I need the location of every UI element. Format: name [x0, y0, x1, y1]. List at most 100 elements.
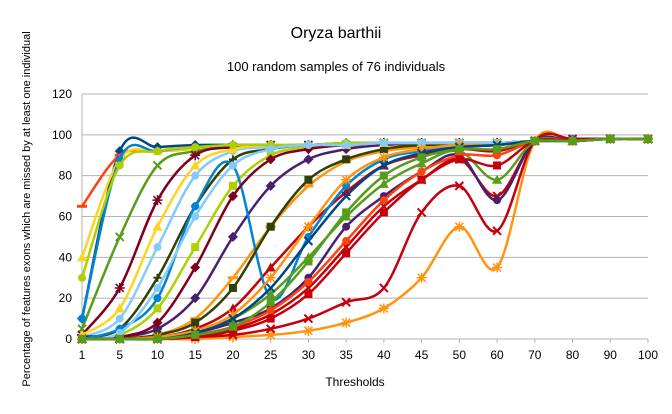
data-point	[303, 325, 314, 336]
data-point	[227, 331, 238, 342]
data-point	[492, 226, 502, 236]
data-point	[454, 181, 465, 191]
data-series	[77, 133, 653, 324]
series-line	[82, 137, 649, 341]
series-line	[81, 137, 649, 336]
data-point	[115, 314, 124, 323]
data-point	[304, 290, 313, 299]
data-point	[228, 322, 237, 331]
data-point	[114, 282, 125, 293]
data-point	[265, 272, 276, 283]
data-point	[228, 313, 238, 324]
x-axis-label: Thresholds	[325, 375, 384, 389]
y-tick-label: 100	[52, 128, 72, 142]
data-point	[152, 195, 163, 206]
y-tick-label: 20	[59, 291, 73, 305]
data-point	[228, 181, 237, 190]
series-line	[82, 132, 648, 341]
data-point	[153, 243, 162, 252]
x-tick-label: 5	[116, 348, 123, 362]
data-point	[417, 153, 426, 162]
data-point	[227, 191, 238, 202]
chart-subtitle: 100 random samples of 76 individuals	[227, 59, 446, 74]
data-point	[228, 161, 237, 170]
data-point	[191, 212, 200, 221]
data-point	[265, 324, 276, 334]
data-point	[228, 283, 237, 292]
x-tick-label: 15	[189, 348, 203, 362]
data-point	[115, 328, 124, 337]
x-tick-label: 25	[264, 348, 278, 362]
y-tick-label: 0	[65, 332, 72, 346]
series-line	[81, 137, 648, 341]
data-point	[379, 160, 389, 171]
series-line	[81, 136, 649, 341]
data-point	[454, 221, 465, 232]
data-point	[378, 152, 389, 163]
x-tick-label: 80	[566, 348, 580, 362]
data-point	[379, 145, 388, 154]
data-point	[342, 155, 351, 164]
x-tick-label: 60	[490, 348, 504, 362]
data-point	[304, 175, 313, 184]
data-point	[266, 306, 275, 315]
data-point	[227, 309, 238, 320]
data-point	[191, 330, 200, 339]
data-point	[153, 294, 162, 303]
x-tick-label: 10	[151, 348, 165, 362]
data-point	[152, 221, 163, 231]
data-point	[493, 151, 502, 160]
data-point	[227, 231, 238, 242]
gridlines	[81, 93, 648, 340]
data-point	[342, 222, 351, 231]
data-point	[304, 277, 313, 286]
x-tick-label: 30	[302, 348, 316, 362]
data-point	[416, 144, 427, 155]
data-point	[191, 143, 200, 152]
data-point	[303, 221, 314, 232]
x-tick-label: 50	[453, 348, 467, 362]
data-point	[190, 150, 201, 161]
data-point	[455, 155, 464, 164]
series-group	[77, 130, 653, 344]
data-point	[379, 283, 389, 293]
data-point	[492, 262, 503, 273]
data-point	[190, 262, 201, 273]
data-point	[416, 207, 427, 218]
data-point	[304, 257, 313, 266]
data-point	[115, 161, 124, 170]
data-point	[191, 202, 200, 211]
data-point	[190, 160, 201, 170]
data-point	[341, 191, 351, 201]
data-point	[304, 141, 313, 150]
data-point	[227, 303, 238, 313]
series-line	[81, 137, 649, 336]
data-point	[342, 141, 351, 150]
data-point	[378, 303, 389, 314]
y-tick-label: 80	[59, 169, 73, 183]
x-axis-ticks: 1 5 10 15 20 25 30 35 40 45 50 60 70 80 90 100	[79, 339, 658, 362]
data-point	[341, 297, 351, 307]
data-point	[606, 134, 615, 143]
data-point	[115, 335, 124, 343]
data-point	[191, 318, 200, 327]
data-point	[266, 145, 275, 154]
data-point	[153, 147, 162, 156]
data-point	[153, 304, 162, 313]
data-point	[417, 167, 426, 176]
data-point	[77, 252, 87, 262]
data-point	[265, 329, 276, 340]
data-point	[644, 134, 652, 143]
y-tick-label: 60	[59, 210, 73, 224]
data-point	[416, 272, 427, 283]
data-point	[115, 232, 125, 242]
data-point	[152, 160, 163, 171]
y-axis-label: Percentage of features exons which are m…	[21, 31, 33, 386]
data-series	[78, 134, 652, 343]
data-point	[78, 273, 86, 282]
data-point	[379, 171, 388, 180]
data-point	[190, 293, 201, 304]
data-point	[228, 326, 237, 335]
